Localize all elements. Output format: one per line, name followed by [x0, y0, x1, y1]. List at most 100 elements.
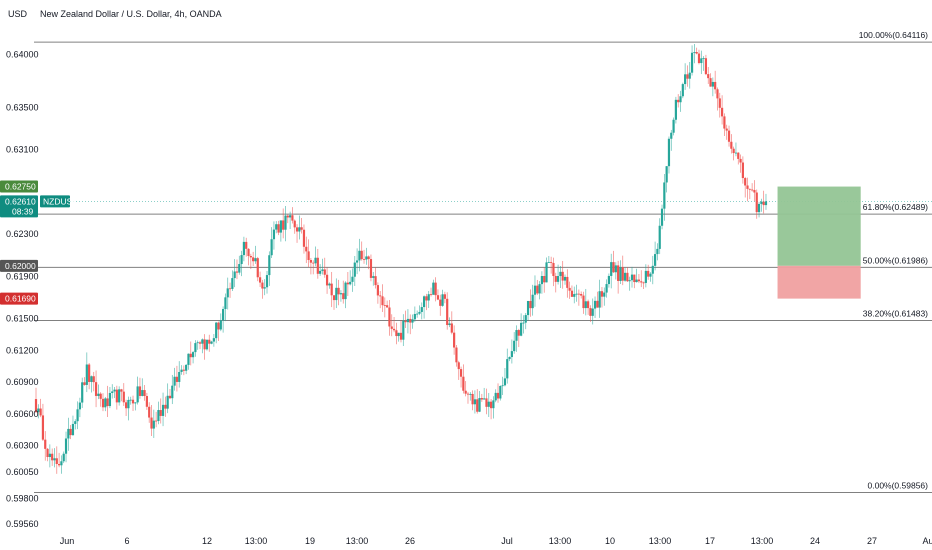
candle [628, 276, 631, 291]
candle-body [663, 182, 666, 209]
candle [392, 317, 396, 333]
candle [563, 274, 567, 285]
candle [700, 50, 703, 75]
candle-body [526, 300, 530, 316]
candle-body [700, 58, 703, 64]
candle-body [351, 276, 354, 282]
candle [286, 214, 289, 224]
candle-body [737, 152, 740, 159]
candle [690, 45, 694, 76]
candle-body [566, 276, 569, 288]
candle-body [215, 322, 218, 339]
candle [187, 353, 190, 370]
candle-body [439, 299, 442, 306]
candle [453, 325, 456, 355]
symbol-badge [40, 195, 70, 208]
candle-body [136, 386, 139, 403]
candle [157, 401, 160, 425]
candle [51, 448, 54, 466]
candle-body [660, 208, 664, 226]
candle [41, 403, 45, 442]
candle-body [573, 294, 576, 297]
candle-body [524, 315, 527, 323]
candle [429, 287, 433, 297]
candle-body [41, 415, 45, 440]
candle-body [252, 257, 255, 262]
candle-body [707, 74, 710, 79]
candle [464, 381, 467, 397]
candle [81, 377, 84, 408]
candle [630, 266, 634, 288]
candle-body [376, 285, 379, 296]
candle [727, 125, 731, 147]
candle [545, 257, 548, 283]
candle-body [263, 287, 266, 289]
candle [222, 306, 225, 333]
target-price-badge [0, 180, 38, 193]
candle-body [104, 398, 107, 408]
candle-body [219, 320, 222, 330]
candle [191, 351, 195, 364]
candle-body [270, 239, 273, 256]
candle [284, 206, 287, 242]
candle [291, 207, 294, 224]
candle-body [649, 273, 652, 277]
candle [101, 393, 105, 412]
candle-body [208, 339, 211, 344]
candle-body [62, 453, 65, 462]
candle-body [684, 74, 687, 85]
candle [503, 368, 507, 387]
candle [399, 320, 403, 343]
candle-body [332, 295, 336, 301]
candle [309, 257, 312, 275]
candle [427, 290, 430, 308]
y-tick-label: 0.61200 [6, 345, 39, 355]
candle-body [148, 406, 151, 418]
candle-body [113, 389, 116, 392]
candle [755, 189, 758, 219]
candle-body [563, 276, 567, 281]
candle [263, 279, 266, 296]
candle-body [667, 138, 671, 167]
candle-body [108, 392, 112, 407]
candle-body [559, 271, 562, 277]
candle-body [704, 58, 708, 75]
candle-body [626, 272, 629, 282]
candle [450, 311, 453, 335]
candle-body [596, 300, 599, 308]
candle [753, 180, 756, 202]
candle-body [196, 342, 199, 344]
y-tick-label: 0.60900 [6, 377, 39, 387]
candle-body [358, 250, 361, 261]
candle [693, 44, 696, 64]
candle-body [501, 385, 504, 387]
candle-body [690, 52, 694, 73]
candle [215, 321, 218, 344]
candle [150, 405, 153, 436]
candle-body [48, 453, 51, 458]
candle-body [309, 260, 312, 263]
candle-body [593, 300, 597, 309]
symbol-badge-text: NZDUSD [43, 196, 78, 206]
candle-body [476, 399, 479, 412]
x-tick-label: 26 [405, 536, 415, 546]
y-tick-label: 0.60600 [6, 409, 39, 419]
candle [448, 317, 451, 328]
candle-body [88, 364, 91, 382]
candle-body [610, 262, 613, 276]
candle-body [245, 241, 248, 249]
candle-body [404, 320, 407, 323]
candle-body [656, 248, 659, 255]
candle-body [621, 267, 624, 281]
candle [658, 218, 661, 255]
candle [161, 392, 165, 427]
candle-body [171, 385, 174, 399]
fib-level-label: 100.00%(0.64116) [859, 30, 928, 40]
candle [637, 274, 641, 284]
candle [289, 211, 292, 230]
candle-body [302, 229, 306, 247]
candle-body [550, 262, 553, 263]
candle-body [508, 357, 511, 360]
